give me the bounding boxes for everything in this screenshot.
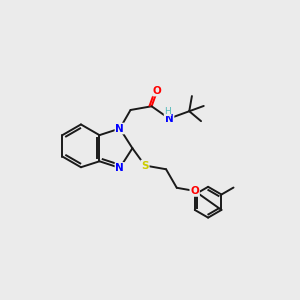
Text: S: S xyxy=(141,160,149,170)
Text: O: O xyxy=(190,186,199,196)
Text: N: N xyxy=(116,163,124,173)
Text: N: N xyxy=(116,124,124,134)
Text: O: O xyxy=(153,85,162,96)
Text: N: N xyxy=(165,114,173,124)
Text: H: H xyxy=(164,106,171,116)
